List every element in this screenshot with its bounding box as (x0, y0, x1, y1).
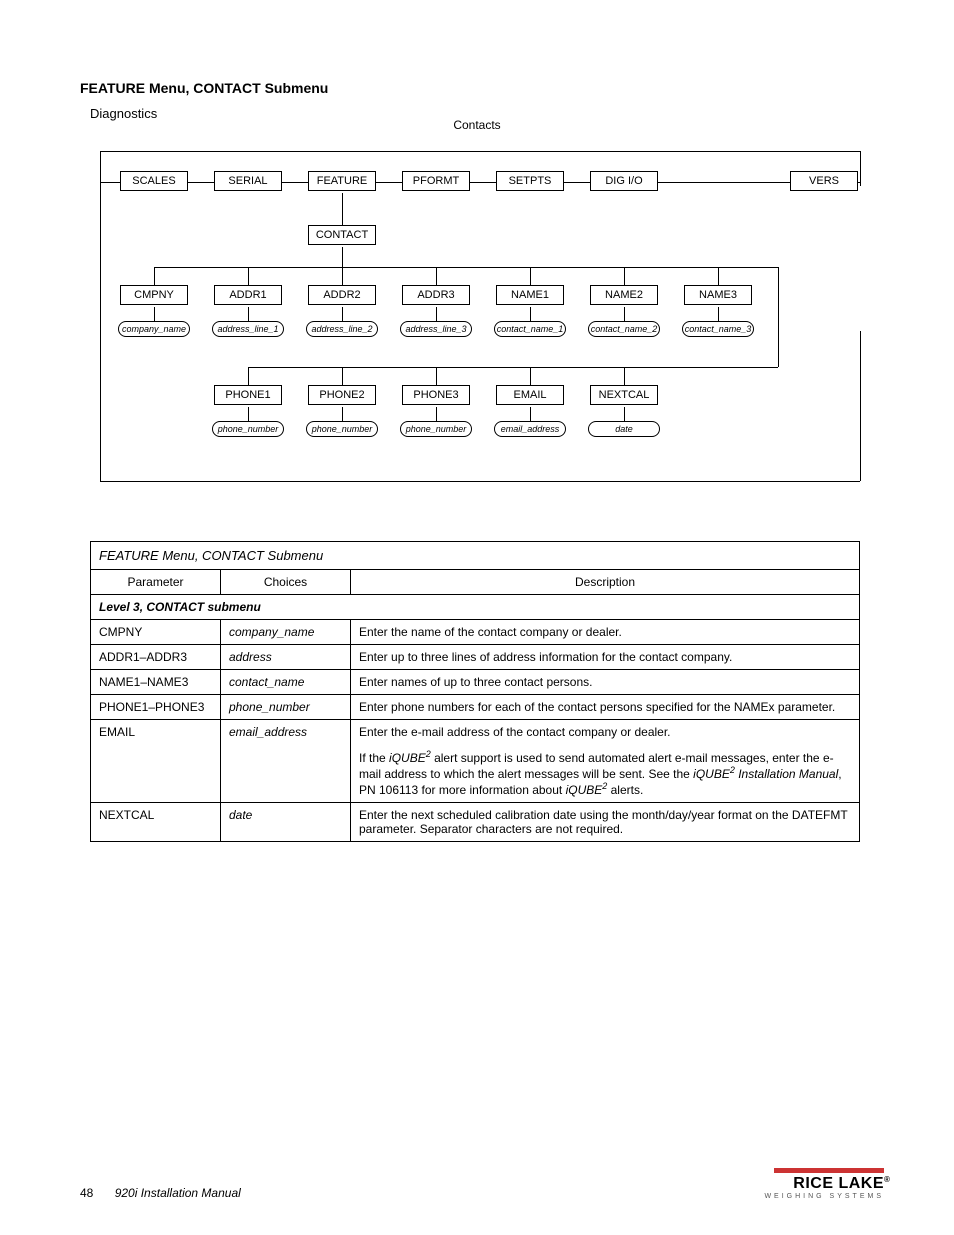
diagram-box: DIG I/O (590, 171, 658, 191)
diagram-box: CMPNY (120, 285, 188, 305)
diagram-box: EMAIL (496, 385, 564, 405)
logo-bar (774, 1168, 884, 1173)
param-cell: NEXTCAL (91, 803, 221, 842)
description-cell: Enter phone numbers for each of the cont… (351, 695, 860, 720)
parameter-table: FEATURE Menu, CONTACT Submenu Parameter … (90, 541, 860, 842)
level-row: Level 3, CONTACT submenu (91, 595, 860, 620)
logo-subtitle: WEIGHING SYSTEMS (764, 1193, 884, 1200)
diagram-value: phone_number (212, 421, 284, 437)
manual-title: 920i Installation Manual (115, 1186, 241, 1200)
choices-cell: company_name (221, 620, 351, 645)
diagram-box: NEXTCAL (590, 385, 658, 405)
page-footer: 48 920i Installation Manual RICE LAKE WE… (80, 1168, 884, 1200)
diagram-value: contact_name_1 (494, 321, 566, 337)
ricelake-logo: RICE LAKE WEIGHING SYSTEMS (764, 1168, 884, 1200)
diagram-value: email_address (494, 421, 566, 437)
diagram-box: PHONE2 (308, 385, 376, 405)
diagram-box: SCALES (120, 171, 188, 191)
diagram-box: PFORMT (402, 171, 470, 191)
table-row: ADDR1–ADDR3addressEnter up to three line… (91, 645, 860, 670)
description-cell: Enter the e-mail address of the contact … (351, 720, 860, 803)
diagram-value: contact_name_3 (682, 321, 754, 337)
diagram-value: address_line_3 (400, 321, 472, 337)
diagram-value: phone_number (400, 421, 472, 437)
param-cell: CMPNY (91, 620, 221, 645)
page-number: 48 (80, 1186, 93, 1200)
section-title: FEATURE Menu, CONTACT Submenu (80, 80, 884, 96)
param-cell: NAME1–NAME3 (91, 670, 221, 695)
col-parameter: Parameter (91, 570, 221, 595)
diagram-box: VERS (790, 171, 858, 191)
param-cell: EMAIL (91, 720, 221, 803)
diagram-value: date (588, 421, 660, 437)
col-choices: Choices (221, 570, 351, 595)
diagram-box: PHONE3 (402, 385, 470, 405)
description-cell: Enter the name of the contact company or… (351, 620, 860, 645)
menu-diagram: SCALES SERIAL FEATURE PFORMT SETPTS DIG I/O VE… (90, 151, 860, 481)
diagram-value: phone_number (306, 421, 378, 437)
diagram-box: SERIAL (214, 171, 282, 191)
diagram-box: CONTACT (308, 225, 376, 245)
table-row: NEXTCALdateEnter the next scheduled cali… (91, 803, 860, 842)
diagram-value: address_line_1 (212, 321, 284, 337)
choices-cell: phone_number (221, 695, 351, 720)
diagram-box: NAME3 (684, 285, 752, 305)
diagram-box: NAME1 (496, 285, 564, 305)
table-row: NAME1–NAME3contact_nameEnter names of up… (91, 670, 860, 695)
choices-cell: date (221, 803, 351, 842)
diagram-box: SETPTS (496, 171, 564, 191)
col-description: Description (351, 570, 860, 595)
choices-cell: address (221, 645, 351, 670)
diagram-box: ADDR3 (402, 285, 470, 305)
diagram-value: address_line_2 (306, 321, 378, 337)
choices-cell: email_address (221, 720, 351, 803)
diagram-box: NAME2 (590, 285, 658, 305)
footer-left: 48 920i Installation Manual (80, 1186, 241, 1200)
table-caption: FEATURE Menu, CONTACT Submenu (90, 541, 860, 569)
diagram-value: contact_name_2 (588, 321, 660, 337)
diagram-box: ADDR1 (214, 285, 282, 305)
param-cell: ADDR1–ADDR3 (91, 645, 221, 670)
table-row: CMPNYcompany_nameEnter the name of the c… (91, 620, 860, 645)
table-header-row: Parameter Choices Description (91, 570, 860, 595)
description-cell: Enter up to three lines of address infor… (351, 645, 860, 670)
diagram-box: ADDR2 (308, 285, 376, 305)
description-cell: Enter the next scheduled calibration dat… (351, 803, 860, 842)
table-row: PHONE1–PHONE3phone_numberEnter phone num… (91, 695, 860, 720)
description-cell: Enter names of up to three contact perso… (351, 670, 860, 695)
level-cell: Level 3, CONTACT submenu (91, 595, 860, 620)
logo-name: RICE LAKE (764, 1175, 884, 1193)
table-row: EMAILemail_addressEnter the e-mail addre… (91, 720, 860, 803)
diagram-box: PHONE1 (214, 385, 282, 405)
choices-cell: contact_name (221, 670, 351, 695)
param-cell: PHONE1–PHONE3 (91, 695, 221, 720)
contacts-label: Contacts (453, 118, 500, 132)
diagram-value: company_name (118, 321, 190, 337)
diagram-box: FEATURE (308, 171, 376, 191)
